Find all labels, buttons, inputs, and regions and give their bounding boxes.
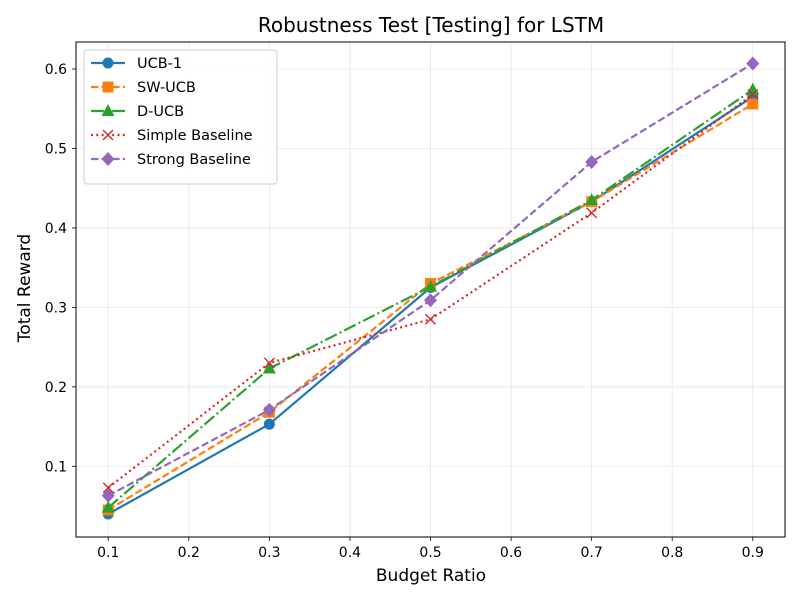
data-point-simple-baseline bbox=[102, 482, 114, 494]
legend-item-strong-baseline: Strong Baseline bbox=[91, 152, 251, 168]
marker-stroke bbox=[586, 207, 598, 219]
data-point-d-ucb bbox=[746, 82, 760, 95]
marker-stroke bbox=[102, 129, 114, 141]
x-tick-label: 0.1 bbox=[97, 545, 119, 561]
marker-stroke bbox=[425, 313, 436, 325]
series-simple-baseline bbox=[102, 88, 759, 494]
x-tick-label: 0.4 bbox=[339, 545, 361, 561]
data-point-ucb-1 bbox=[263, 418, 275, 430]
data-point-strong-baseline bbox=[262, 402, 276, 417]
data-point-d-ucb bbox=[585, 193, 599, 206]
legend-box bbox=[83, 49, 278, 185]
data-point-strong-baseline bbox=[424, 293, 437, 308]
data-point-d-ucb bbox=[262, 361, 276, 374]
legend-label: Simple Baseline bbox=[137, 128, 253, 144]
y-tick-label: 0.6 bbox=[45, 62, 67, 78]
marker-stroke bbox=[263, 357, 275, 369]
data-point-sw-ucb bbox=[747, 98, 759, 110]
legend: UCB-1 SW-UCB D-UCB Simple Baseline Strong Ba… bbox=[83, 49, 278, 185]
x-tick-label: 0.3 bbox=[258, 545, 280, 561]
x-tick-label: 0.7 bbox=[581, 545, 603, 561]
chart-title: Robustness Test [Testing] for LSTM bbox=[258, 13, 604, 37]
data-point-strong-baseline bbox=[585, 154, 599, 169]
series-layer bbox=[101, 56, 760, 520]
x-tick-label: 0.8 bbox=[661, 545, 683, 561]
y-tick-label: 0.4 bbox=[45, 221, 67, 237]
y-axis-label: Total Reward bbox=[15, 234, 35, 343]
legend-item-ucb-1: UCB-1 bbox=[91, 56, 182, 72]
data-point-simple-baseline bbox=[747, 88, 759, 100]
y-tick-label: 0.3 bbox=[45, 300, 67, 316]
data-point-d-ucb bbox=[101, 500, 115, 513]
x-tick-label: 0.9 bbox=[742, 545, 764, 561]
legend-swatch-marker bbox=[101, 152, 115, 166]
legend-label: SW-UCB bbox=[137, 80, 196, 96]
legend-label: Strong Baseline bbox=[137, 152, 251, 168]
legend-label: D-UCB bbox=[137, 104, 184, 120]
legend-swatch-marker bbox=[101, 104, 115, 116]
data-point-d-ucb bbox=[424, 279, 437, 292]
axis-ticks: 0.1 0.2 0.3 0.4 0.5 0.6 0.7 0.8 0.9 0.1 0.2 0.3 0.4 0… bbox=[45, 62, 764, 561]
legend-item-simple-baseline: Simple Baseline bbox=[91, 128, 253, 144]
data-point-simple-baseline bbox=[586, 207, 598, 219]
y-tick-label: 0.5 bbox=[45, 141, 67, 157]
data-point-simple-baseline bbox=[425, 313, 436, 325]
legend-item-d-ucb: D-UCB bbox=[91, 104, 184, 120]
x-tick-label: 0.2 bbox=[178, 545, 200, 561]
x-axis-label: Budget Ratio bbox=[376, 566, 486, 586]
y-tick-label: 0.1 bbox=[45, 459, 67, 475]
marker-stroke bbox=[102, 482, 114, 494]
legend-item-sw-ucb: SW-UCB bbox=[91, 80, 196, 96]
data-point-strong-baseline bbox=[101, 488, 115, 503]
y-tick-label: 0.2 bbox=[45, 380, 67, 396]
legend-label: UCB-1 bbox=[137, 56, 182, 72]
legend-swatch-marker bbox=[102, 81, 114, 93]
marker-stroke bbox=[747, 88, 759, 100]
series-strong-baseline bbox=[101, 56, 760, 503]
legend-swatch-marker bbox=[102, 129, 114, 141]
x-tick-label: 0.5 bbox=[419, 545, 441, 561]
legend-swatch-marker bbox=[102, 57, 114, 69]
x-tick-label: 0.6 bbox=[500, 545, 522, 561]
data-point-strong-baseline bbox=[746, 56, 760, 71]
data-point-simple-baseline bbox=[263, 357, 275, 369]
